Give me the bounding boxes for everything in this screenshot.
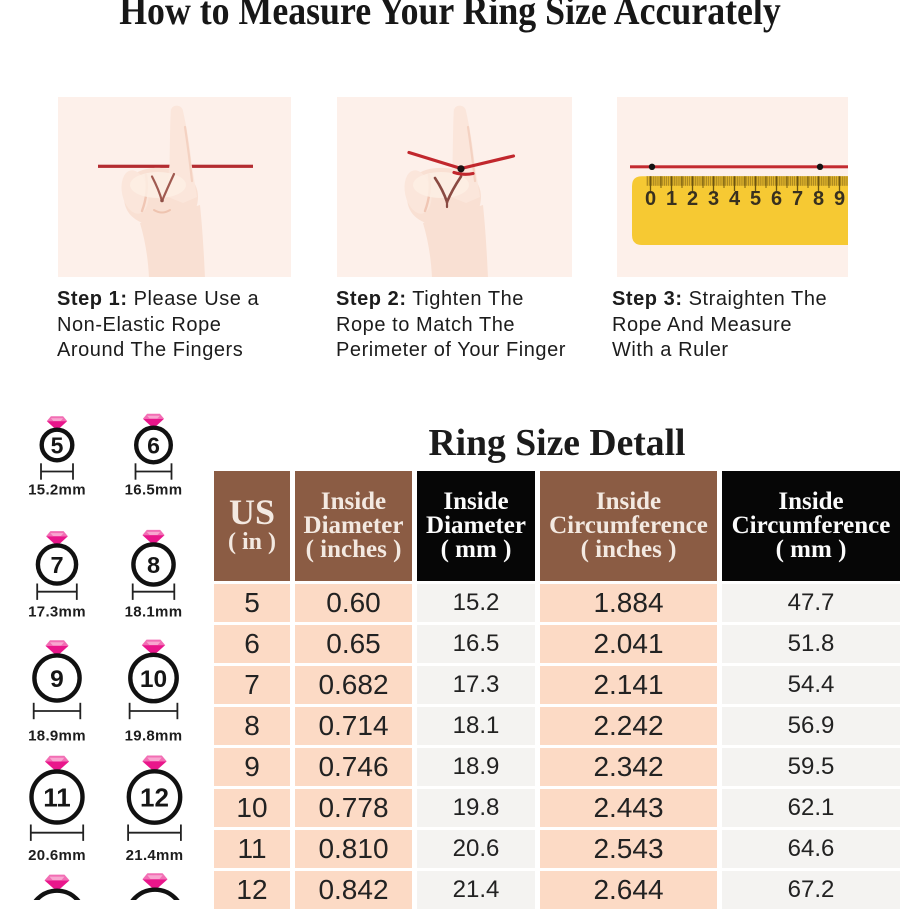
svg-text:0: 0 <box>645 188 656 210</box>
svg-text:8: 8 <box>813 188 824 210</box>
svg-text:9: 9 <box>834 188 845 210</box>
svg-text:18.9mm: 18.9mm <box>28 728 86 745</box>
svg-text:7: 7 <box>50 552 63 578</box>
svg-text:5: 5 <box>51 432 64 458</box>
svg-text:6: 6 <box>771 188 782 210</box>
svg-text:15.2mm: 15.2mm <box>28 482 86 499</box>
svg-text:11: 11 <box>43 783 71 813</box>
svg-text:16.5mm: 16.5mm <box>125 482 183 499</box>
svg-text:6: 6 <box>147 432 160 458</box>
svg-text:3: 3 <box>708 188 719 210</box>
svg-text:20.6mm: 20.6mm <box>28 847 86 864</box>
svg-text:4: 4 <box>729 188 741 210</box>
svg-text:7: 7 <box>792 188 803 210</box>
svg-text:10: 10 <box>140 666 167 693</box>
svg-text:2: 2 <box>687 188 698 210</box>
svg-text:17.3mm: 17.3mm <box>28 604 86 621</box>
svg-text:9: 9 <box>50 666 64 693</box>
svg-text:12: 12 <box>140 783 169 813</box>
svg-text:5: 5 <box>750 188 761 210</box>
svg-text:21.4mm: 21.4mm <box>126 847 184 864</box>
svg-text:19.8mm: 19.8mm <box>125 728 183 745</box>
svg-text:8: 8 <box>147 552 160 578</box>
svg-text:1: 1 <box>666 188 677 210</box>
svg-text:18.1mm: 18.1mm <box>125 604 183 621</box>
